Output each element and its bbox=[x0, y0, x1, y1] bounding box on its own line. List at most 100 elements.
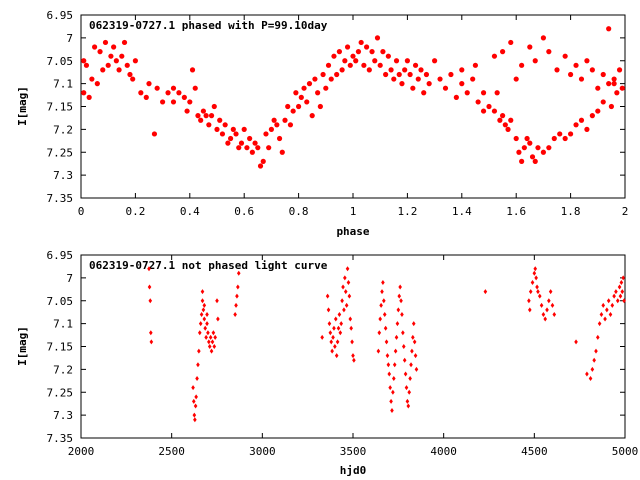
data-point bbox=[233, 131, 239, 137]
data-point bbox=[527, 140, 533, 146]
data-point bbox=[194, 394, 198, 400]
data-point bbox=[378, 316, 382, 322]
data-point bbox=[399, 298, 403, 304]
data-point bbox=[345, 266, 350, 272]
data-point bbox=[505, 126, 511, 132]
data-point bbox=[534, 275, 538, 281]
y-tick-label: 7.15 bbox=[47, 341, 74, 354]
data-point bbox=[203, 325, 208, 331]
data-point bbox=[336, 49, 342, 55]
data-point bbox=[491, 53, 498, 59]
x-tick-label: 1.8 bbox=[561, 205, 581, 218]
data-point bbox=[394, 334, 399, 340]
data-point bbox=[89, 76, 95, 82]
data-point bbox=[236, 145, 242, 151]
data-point bbox=[339, 321, 344, 327]
data-point bbox=[369, 49, 375, 55]
data-point bbox=[562, 135, 568, 142]
data-point bbox=[554, 67, 560, 73]
data-point bbox=[306, 81, 313, 87]
data-point bbox=[519, 62, 525, 68]
data-point bbox=[532, 158, 538, 164]
data-point bbox=[568, 131, 574, 137]
x-tick-label: 5000 bbox=[612, 445, 639, 458]
data-point bbox=[347, 293, 352, 299]
data-point bbox=[208, 113, 215, 119]
y-tick-label: 7.35 bbox=[47, 192, 74, 205]
x-tick-label: 1.2 bbox=[397, 205, 417, 218]
data-point bbox=[550, 302, 555, 308]
data-point bbox=[209, 348, 214, 354]
x-tick-label: 0.4 bbox=[180, 205, 200, 218]
data-point bbox=[385, 353, 390, 359]
data-point bbox=[606, 26, 612, 32]
data-point bbox=[585, 371, 589, 377]
data-point bbox=[206, 330, 210, 336]
data-point bbox=[343, 275, 347, 281]
data-point bbox=[121, 39, 128, 46]
data-point bbox=[599, 311, 604, 317]
data-point bbox=[494, 90, 500, 96]
data-point bbox=[528, 289, 533, 295]
data-point bbox=[545, 307, 549, 313]
data-point bbox=[148, 298, 153, 304]
data-point bbox=[383, 325, 388, 331]
data-point bbox=[347, 62, 353, 68]
data-point bbox=[268, 126, 274, 132]
data-point bbox=[241, 126, 247, 132]
data-point bbox=[276, 135, 283, 142]
data-point bbox=[320, 334, 324, 340]
data-point bbox=[402, 67, 408, 73]
data-point bbox=[491, 108, 498, 114]
data-point bbox=[282, 117, 288, 123]
data-point bbox=[335, 339, 340, 345]
data-point bbox=[81, 90, 87, 96]
data-point bbox=[234, 302, 238, 308]
data-point bbox=[404, 385, 409, 391]
data-point bbox=[361, 62, 367, 68]
data-point bbox=[547, 298, 551, 304]
data-point bbox=[540, 35, 547, 41]
data-point bbox=[377, 330, 382, 336]
data-point bbox=[551, 135, 557, 142]
data-point bbox=[600, 99, 606, 105]
data-point bbox=[138, 90, 144, 96]
data-point bbox=[170, 99, 177, 105]
data-points bbox=[81, 26, 625, 169]
data-point bbox=[323, 85, 329, 91]
data-point bbox=[407, 389, 412, 395]
data-point bbox=[603, 316, 607, 322]
data-point bbox=[146, 81, 152, 87]
data-point bbox=[532, 58, 538, 64]
data-point bbox=[513, 135, 519, 142]
x-tick-label: 0.2 bbox=[125, 205, 145, 218]
data-point bbox=[349, 325, 353, 331]
data-point bbox=[222, 122, 228, 128]
plot-frame bbox=[80, 14, 626, 199]
x-tick-label: 0.8 bbox=[289, 205, 309, 218]
y-axis-label: I[mag] bbox=[16, 326, 29, 366]
data-point bbox=[380, 289, 384, 295]
y-tick-label: 7.2 bbox=[53, 363, 73, 376]
data-point bbox=[539, 302, 544, 308]
data-point bbox=[405, 398, 410, 404]
data-point bbox=[401, 344, 406, 349]
data-point bbox=[608, 311, 613, 317]
data-point bbox=[271, 117, 277, 123]
y-tick-label: 7.3 bbox=[53, 409, 73, 422]
data-point bbox=[298, 94, 304, 100]
data-point bbox=[143, 94, 149, 100]
y-tick-label: 6.95 bbox=[47, 249, 74, 262]
data-point bbox=[206, 122, 212, 128]
data-point bbox=[338, 330, 343, 336]
data-point bbox=[513, 76, 519, 82]
data-point bbox=[573, 62, 579, 68]
data-point bbox=[236, 270, 241, 276]
data-point bbox=[615, 298, 620, 304]
data-point bbox=[301, 85, 307, 91]
data-point bbox=[192, 85, 198, 91]
y-tick-label: 7.25 bbox=[47, 386, 74, 399]
data-point bbox=[387, 371, 392, 377]
data-point bbox=[205, 311, 209, 317]
